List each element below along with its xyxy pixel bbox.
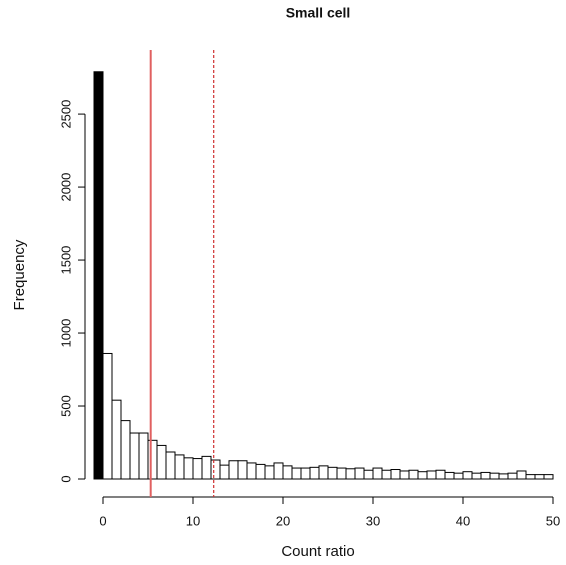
- bar: [345, 468, 356, 480]
- bar: [444, 471, 455, 480]
- y-tick-label: 0: [58, 475, 73, 482]
- bar: [408, 469, 419, 480]
- bar: [192, 458, 203, 480]
- x-axis-title: Count ratio: [281, 543, 354, 560]
- x-tick-label: 30: [366, 513, 380, 528]
- bar: [480, 471, 491, 480]
- x-tick-label: 50: [546, 513, 560, 528]
- bar: [102, 352, 113, 480]
- bar: [507, 472, 518, 480]
- bar: [453, 472, 464, 480]
- bar: [336, 467, 347, 480]
- bar: [147, 439, 158, 480]
- bar: [156, 444, 167, 480]
- x-tick-label: 40: [456, 513, 470, 528]
- bar: [174, 454, 185, 480]
- bar: [273, 462, 284, 480]
- y-tick-label: 1500: [58, 246, 73, 275]
- bar: [210, 459, 221, 480]
- bar: [534, 474, 545, 480]
- y-tick-label: 2500: [58, 100, 73, 129]
- bar: [318, 465, 329, 480]
- bar: [237, 460, 248, 480]
- bar: [489, 472, 500, 480]
- y-tick-label: 1000: [58, 319, 73, 348]
- bar: [498, 473, 509, 480]
- bar: [471, 472, 482, 480]
- bar: [93, 71, 104, 480]
- y-tick-label: 2000: [58, 173, 73, 202]
- bar: [246, 462, 257, 480]
- bar: [138, 432, 149, 480]
- bar: [219, 464, 230, 480]
- bar: [228, 460, 239, 480]
- bar: [129, 432, 140, 480]
- bar: [291, 467, 302, 480]
- chart-title: Small cell: [286, 5, 351, 21]
- bar: [543, 474, 554, 480]
- bar: [183, 457, 194, 480]
- bar: [327, 466, 338, 480]
- bar: [426, 470, 437, 480]
- bar: [525, 474, 536, 480]
- bar: [372, 467, 383, 480]
- bar: [309, 466, 320, 480]
- bar: [417, 471, 428, 480]
- bar: [390, 469, 401, 480]
- x-tick-label: 20: [276, 513, 290, 528]
- bar: [399, 470, 410, 480]
- bar: [255, 463, 266, 480]
- bar: [120, 420, 131, 480]
- bar: [363, 469, 374, 480]
- bar: [201, 455, 212, 480]
- bar: [111, 399, 122, 480]
- x-tick-label: 0: [99, 513, 106, 528]
- bar: [300, 467, 311, 480]
- y-axis-title: Frequency: [11, 239, 28, 310]
- y-tick-label: 500: [58, 395, 73, 417]
- bar: [381, 469, 392, 480]
- bar: [462, 471, 473, 480]
- bar: [165, 451, 176, 480]
- bar: [516, 470, 527, 480]
- bar: [282, 465, 293, 480]
- bar: [354, 467, 365, 480]
- bar: [435, 469, 446, 480]
- bar: [264, 465, 275, 480]
- x-tick-label: 10: [186, 513, 200, 528]
